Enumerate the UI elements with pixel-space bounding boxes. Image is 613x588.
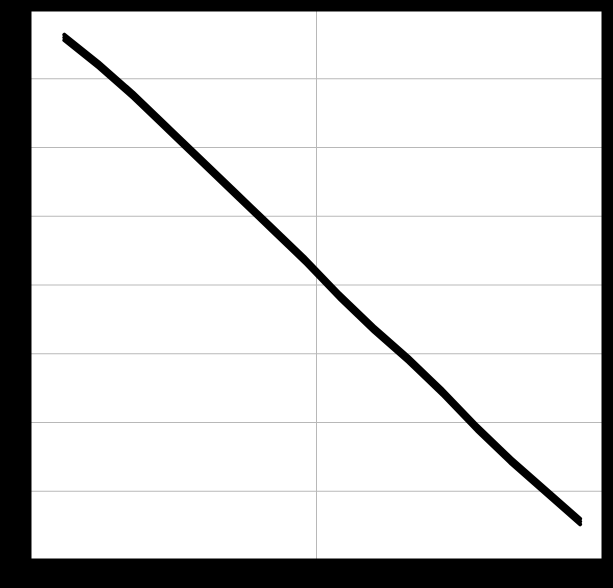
line-chart-svg [0, 0, 613, 588]
chart-container [0, 0, 613, 588]
